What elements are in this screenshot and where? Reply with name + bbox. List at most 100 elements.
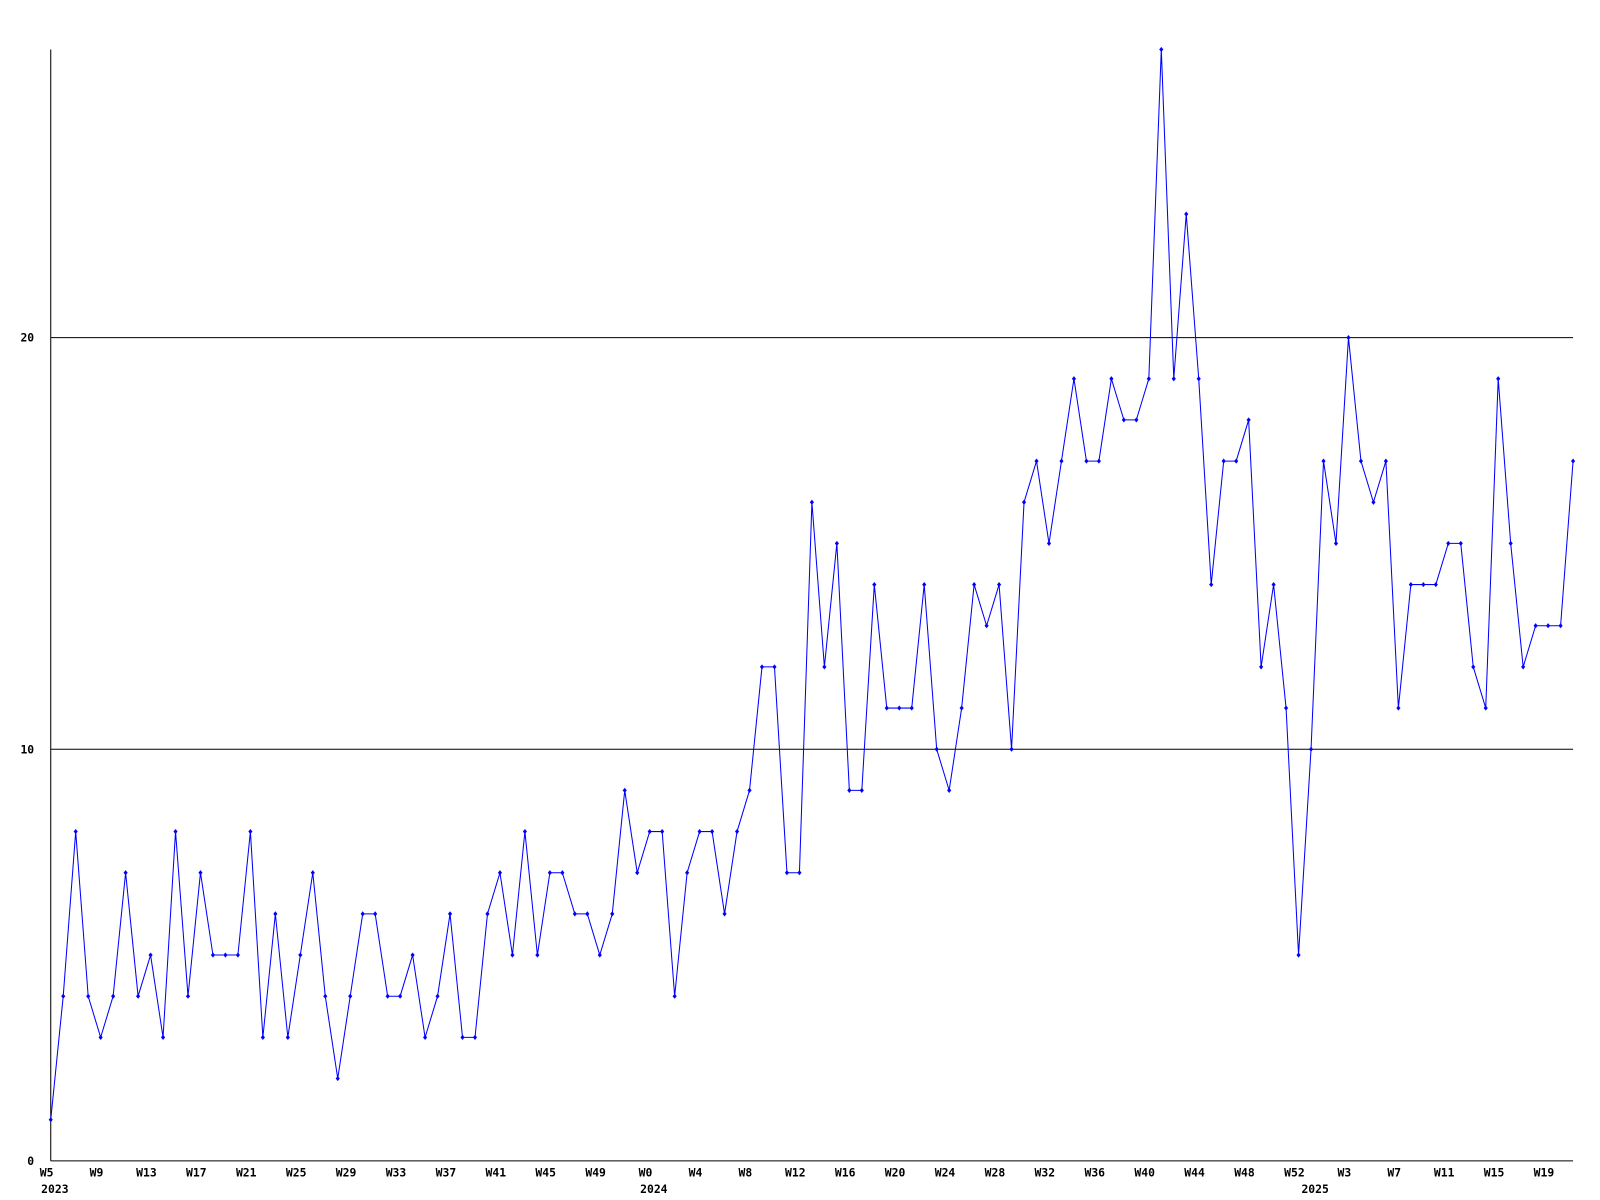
- data-point: [510, 952, 515, 958]
- data-point: [1346, 335, 1351, 341]
- x-tick-label: W21: [236, 1165, 257, 1179]
- data-point: [410, 952, 415, 958]
- data-point: [1059, 458, 1064, 464]
- data-point: [647, 828, 652, 835]
- data-point: [784, 870, 790, 876]
- data-point: [622, 787, 627, 793]
- data-point: [1159, 46, 1164, 53]
- x-tick-label: W4: [689, 1165, 703, 1179]
- x-tick-label: W11: [1434, 1165, 1455, 1179]
- x-tick-label: W41: [486, 1165, 507, 1179]
- data-point: [1146, 376, 1151, 382]
- data-point: [348, 993, 353, 999]
- y-tick-label: 20: [20, 331, 34, 345]
- data-point: [235, 952, 240, 958]
- data-point: [485, 911, 490, 917]
- data-point: [759, 664, 765, 670]
- y-tick-label: 10: [20, 742, 34, 756]
- data-line: [50, 49, 1574, 1120]
- x-tick-label: W12: [785, 1165, 806, 1179]
- x-tick-label: W28: [985, 1165, 1006, 1179]
- data-point: [1496, 376, 1501, 382]
- data-point: [922, 581, 927, 588]
- x-tick-label: W49: [585, 1165, 606, 1179]
- data-point: [697, 828, 702, 835]
- data-point: [1446, 540, 1451, 546]
- data-point: [1371, 499, 1376, 505]
- data-point: [1521, 664, 1526, 670]
- data-point: [535, 952, 540, 958]
- data-point: [1508, 540, 1513, 546]
- data-point: [672, 993, 677, 999]
- data-point: [1109, 376, 1114, 382]
- data-point: [423, 1034, 428, 1040]
- data-point: [472, 1034, 478, 1040]
- data-point: [1196, 376, 1201, 382]
- data-point: [772, 664, 777, 670]
- data-point: [1009, 746, 1014, 752]
- data-point: [1321, 458, 1326, 464]
- data-point: [260, 1034, 265, 1040]
- x-tick-label: W3: [1337, 1165, 1351, 1179]
- data-point: [323, 993, 328, 999]
- data-point: [872, 581, 877, 588]
- data-point: [710, 828, 715, 835]
- data-point: [884, 705, 889, 711]
- data-point: [1096, 458, 1101, 464]
- data-point: [934, 746, 939, 752]
- data-point: [1358, 458, 1364, 464]
- data-point: [1209, 581, 1214, 588]
- data-point: [1134, 417, 1139, 423]
- data-point: [1558, 623, 1563, 629]
- x-tick-label: W7: [1387, 1165, 1401, 1179]
- data-point: [1021, 499, 1027, 505]
- x-tick-label: W17: [186, 1165, 207, 1179]
- data-point: [1533, 623, 1538, 629]
- x-tick-label: W45: [535, 1165, 556, 1179]
- data-point: [123, 870, 128, 876]
- data-point: [1034, 458, 1039, 464]
- x-tick-label: W52: [1284, 1165, 1305, 1179]
- x-tick-label: W24: [935, 1165, 956, 1179]
- x-tick-label: W8: [739, 1165, 753, 1179]
- x-tick-label: W25: [286, 1165, 307, 1179]
- data-point: [248, 828, 253, 835]
- data-point: [847, 787, 852, 793]
- data-point: [1458, 540, 1463, 546]
- data-point: [997, 581, 1002, 588]
- x-tick-label: W16: [835, 1165, 856, 1179]
- data-point: [1333, 540, 1339, 546]
- x-tick-label: W15: [1484, 1165, 1505, 1179]
- data-point: [1259, 664, 1264, 670]
- data-point: [1121, 417, 1126, 423]
- data-point: [685, 870, 690, 876]
- data-point: [1071, 376, 1077, 382]
- data-point: [972, 581, 977, 588]
- data-point: [148, 952, 153, 958]
- data-point: [98, 1034, 103, 1040]
- data-point: [1246, 417, 1251, 423]
- data-point: [298, 952, 303, 958]
- data-point: [1546, 623, 1551, 629]
- data-point: [1271, 581, 1276, 588]
- x-tick-label: W33: [386, 1165, 407, 1179]
- data-point: [497, 870, 503, 876]
- data-point: [373, 911, 378, 917]
- data-point: [797, 870, 802, 876]
- x-tick-label: W48: [1234, 1165, 1255, 1179]
- data-point: [635, 870, 640, 876]
- data-point: [722, 911, 727, 917]
- data-point: [1296, 952, 1301, 958]
- data-point: [310, 870, 315, 876]
- data-point: [522, 828, 527, 835]
- data-point: [273, 911, 278, 917]
- data-point: [1408, 581, 1413, 588]
- data-point: [597, 952, 602, 958]
- data-point: [747, 787, 752, 793]
- data-point: [111, 993, 116, 999]
- data-point: [385, 993, 390, 999]
- x-tick-label: W37: [436, 1165, 457, 1179]
- data-point: [1483, 705, 1488, 711]
- data-point: [1046, 540, 1052, 546]
